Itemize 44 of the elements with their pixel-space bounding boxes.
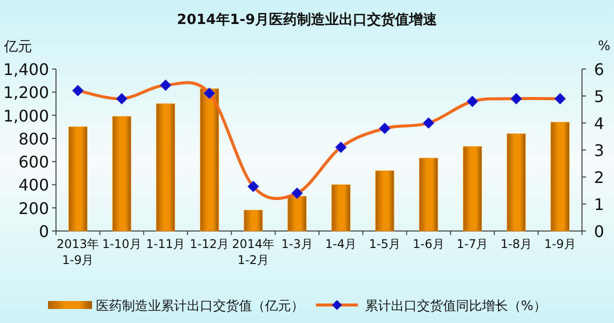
point — [510, 92, 522, 104]
point — [116, 92, 128, 104]
y-tick-label: 0 — [38, 222, 49, 241]
point — [160, 79, 172, 91]
x-tick-label: 1-6月 — [412, 237, 444, 251]
point — [554, 92, 566, 104]
y2-tick-label: 3 — [594, 141, 604, 160]
legend-label: 医药制造业累计出口交货值（亿元） — [96, 298, 304, 314]
point — [379, 122, 390, 134]
y2-tick-label: 2 — [594, 168, 604, 187]
x-tick-label: 2013年 1-9月 — [56, 237, 100, 267]
y-tick-label: 600 — [18, 152, 49, 172]
x-tick-label: 1-5月 — [368, 237, 401, 251]
y2-tick-label: 0 — [594, 222, 604, 241]
y-tick-label: 1,000 — [3, 106, 49, 126]
y2-tick-label: 1 — [594, 195, 604, 214]
point — [291, 187, 303, 199]
y2-tick-label: 6 — [594, 60, 604, 79]
y-tick-label: 1,200 — [3, 83, 49, 102]
x-tick-label: 1-3月 — [281, 237, 313, 251]
y-axis-title: 亿元 — [3, 39, 32, 55]
x-tick-label: 1-9月 — [544, 237, 576, 251]
point — [204, 88, 216, 100]
x-tick-label: 1-7月 — [456, 237, 488, 251]
y2-axis-title: % — [598, 39, 610, 54]
y2-tick-label: 5 — [594, 87, 604, 106]
legend-label: 累计出口交货值同比增长（%） — [365, 298, 546, 314]
point — [335, 142, 347, 154]
point — [248, 180, 259, 192]
y-tick-label: 400 — [18, 176, 49, 195]
y2-tick-label: 4 — [594, 114, 604, 133]
x-tick-label: 1-8月 — [500, 237, 532, 251]
y-tick-label: 800 — [18, 129, 49, 148]
x-tick-label: 1-12月 — [190, 237, 230, 251]
x-tick-label: 1-4月 — [325, 237, 357, 251]
x-tick-label: 1-10月 — [102, 237, 142, 251]
x-tick-label: 1-11月 — [146, 237, 186, 251]
point — [72, 84, 84, 96]
y-tick-label: 1,400 — [3, 60, 49, 79]
y-tick-label: 200 — [18, 198, 49, 218]
chart-title: 2014年1-9月医药制造业出口交货值增速 — [176, 11, 438, 28]
x-tick-label: 2014年 1-2月 — [232, 237, 275, 267]
point — [422, 117, 434, 129]
point — [466, 96, 478, 108]
